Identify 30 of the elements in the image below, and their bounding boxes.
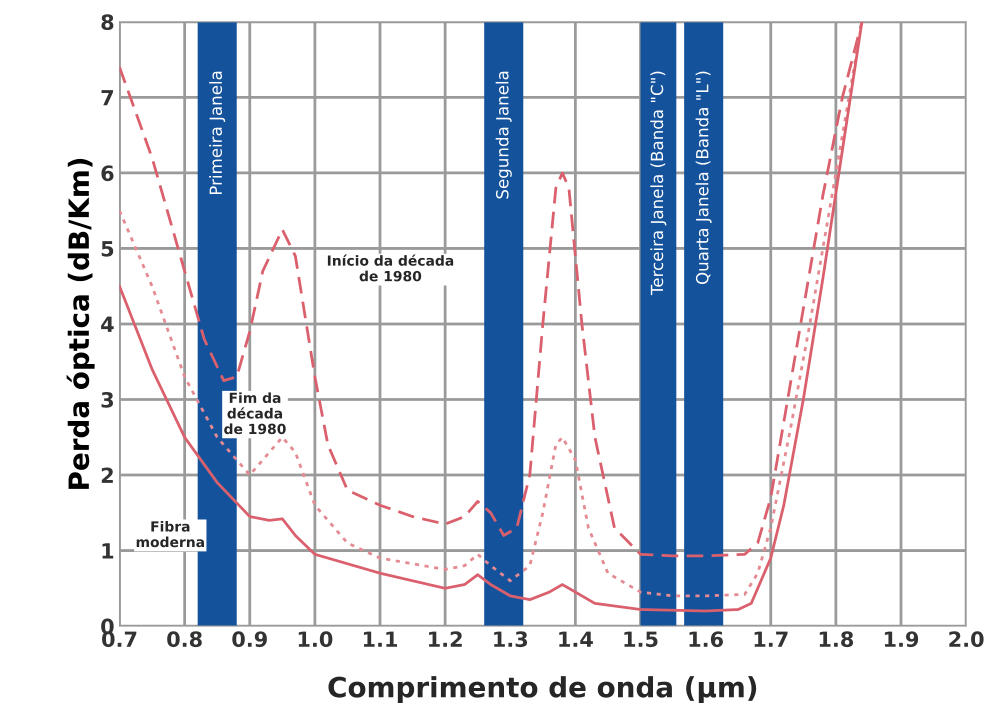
x-tick-label: 1.0 (298, 631, 332, 648)
band-label: Primeira Janela (209, 72, 226, 194)
x-tick-label: 1.7 (754, 632, 788, 647)
y-tick-label: 3 (102, 392, 113, 408)
y-tick-label: 2 (102, 467, 113, 483)
x-tick-label: 1.3 (494, 631, 528, 648)
band-label: Segunda Janela (496, 72, 512, 199)
band-label: Terceira Janela (Banda "C") (650, 72, 666, 296)
y-tick-label: 7 (102, 90, 113, 106)
x-tick-label: 1.9 (884, 631, 918, 648)
x-tick-label: 1.8 (820, 631, 854, 648)
y-axis-title: Perda óptica (dB/Km) (66, 158, 95, 489)
x-tick-label: 0.8 (167, 631, 202, 648)
x-tick-label: 1.4 (559, 632, 593, 647)
annotation: Fibra moderna (136, 520, 204, 548)
x-tick-label: 1.1 (364, 632, 398, 647)
y-tick-label: 8 (101, 14, 114, 30)
band-label: Quarta Janela (Banda "L") (696, 72, 712, 284)
annotation: Fim da década de 1980 (224, 392, 286, 434)
x-tick-label: 1.6 (690, 631, 723, 648)
x-tick-label: 1.5 (624, 632, 658, 648)
y-tick-label: 4 (101, 316, 114, 332)
y-tick-label: 6 (101, 165, 114, 182)
y-tick-label: 5 (102, 241, 114, 257)
y-tick-label: 1 (102, 543, 114, 558)
x-axis-title: Comprimento de onda (µm) (328, 676, 756, 704)
x-tick-label: 1.2 (429, 631, 462, 647)
x-tick-label: 0.9 (232, 631, 267, 648)
x-tick-label: 2.0 (949, 631, 984, 648)
annotation: Início da década de 1980 (328, 254, 454, 282)
